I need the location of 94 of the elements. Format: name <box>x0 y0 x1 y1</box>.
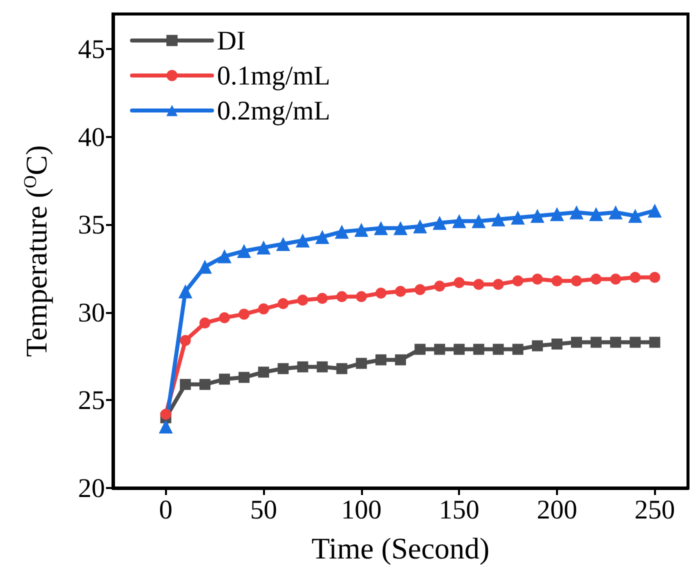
x-tick-label: 100 <box>341 494 382 524</box>
point <box>256 240 271 254</box>
legend-label: DI <box>217 26 246 56</box>
point <box>414 284 426 296</box>
point <box>237 244 252 258</box>
point <box>199 378 210 390</box>
point <box>530 208 544 223</box>
point <box>649 272 660 283</box>
point <box>610 274 622 285</box>
point <box>180 335 191 346</box>
point <box>395 354 406 366</box>
point <box>375 288 386 299</box>
point <box>278 298 289 310</box>
point <box>178 284 192 298</box>
point <box>374 221 388 236</box>
point <box>394 221 408 236</box>
y-tick-label: 30 <box>78 297 105 328</box>
point <box>218 312 230 324</box>
point <box>180 378 191 390</box>
x-tick-label: 0 <box>159 494 173 524</box>
y-axis-title: Temperature (OC) <box>20 145 54 357</box>
point <box>199 317 210 328</box>
point <box>473 278 484 290</box>
legend-label: 0.1mg/mL <box>217 60 330 90</box>
point <box>356 358 367 369</box>
x-tick-label: 50 <box>250 494 278 524</box>
point <box>238 372 250 383</box>
y-tick-label: 35 <box>78 210 105 240</box>
point <box>630 272 641 283</box>
point <box>610 336 622 348</box>
point <box>316 292 328 304</box>
point <box>158 420 173 434</box>
point <box>473 344 484 355</box>
point <box>276 236 290 251</box>
y-tick-label: 25 <box>78 385 105 416</box>
point <box>551 338 562 350</box>
x-tick-label: 150 <box>438 494 480 524</box>
point <box>571 275 582 286</box>
y-tick-label: 20 <box>78 473 105 503</box>
point <box>296 233 310 248</box>
point <box>336 363 348 374</box>
point <box>630 336 641 348</box>
point <box>297 361 308 372</box>
point <box>608 205 623 220</box>
point <box>532 274 543 285</box>
point <box>434 344 446 355</box>
point <box>492 278 504 290</box>
point <box>590 336 602 348</box>
point <box>217 249 232 264</box>
point <box>492 344 504 355</box>
point <box>258 303 270 314</box>
legend-label: 0.2mg/mL <box>217 96 330 126</box>
point <box>452 214 466 228</box>
point <box>278 363 289 374</box>
point <box>649 336 660 348</box>
point <box>238 308 250 320</box>
point <box>648 204 662 218</box>
point <box>160 408 172 420</box>
point <box>356 291 367 302</box>
point <box>395 286 406 297</box>
point <box>472 214 486 228</box>
point <box>590 274 602 285</box>
point <box>258 366 270 378</box>
point <box>375 354 386 366</box>
point <box>297 294 308 306</box>
point <box>336 291 348 302</box>
point <box>491 212 506 226</box>
point <box>550 207 564 222</box>
point <box>432 216 447 230</box>
point <box>218 374 230 385</box>
point <box>589 207 604 222</box>
point <box>413 219 428 234</box>
point <box>454 344 465 355</box>
point <box>551 275 562 286</box>
point <box>315 230 330 244</box>
point <box>570 205 584 220</box>
point <box>510 210 525 225</box>
y-tick-label: 45 <box>78 34 105 64</box>
point <box>454 277 465 288</box>
point <box>334 224 349 239</box>
point <box>354 222 368 237</box>
point <box>414 344 426 355</box>
point <box>512 275 524 286</box>
point <box>628 208 642 223</box>
point <box>512 344 524 355</box>
point <box>316 361 328 372</box>
x-tick-label: 250 <box>634 494 675 524</box>
point <box>434 280 446 292</box>
y-tick-label: 40 <box>78 122 105 152</box>
x-axis-title: Time (Second) <box>311 532 490 566</box>
x-tick-label: 200 <box>536 494 578 524</box>
point <box>198 260 212 274</box>
point <box>532 340 543 352</box>
point <box>571 336 582 348</box>
